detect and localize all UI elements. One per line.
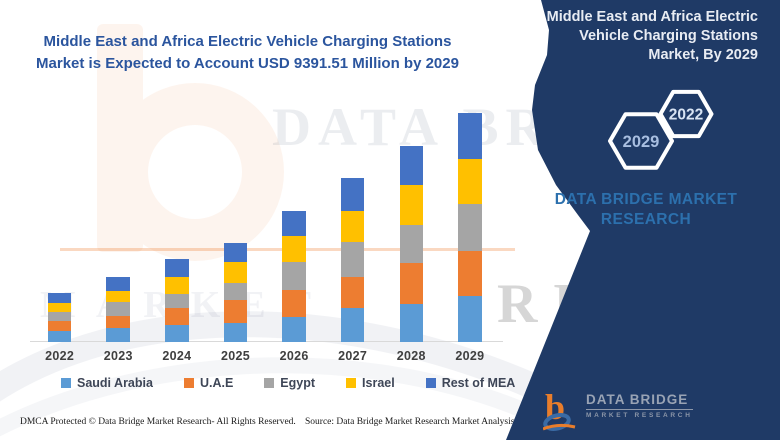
bar-segment-israel-2028 bbox=[399, 185, 424, 225]
bar-2027 bbox=[340, 178, 365, 342]
bar-segment-uae-2028 bbox=[399, 263, 424, 304]
legend-label-egypt: Egypt bbox=[280, 376, 316, 390]
bar-segment-saudi-arabia-2026 bbox=[282, 316, 306, 342]
legend-item-rest-of-mea: Rest of MEA bbox=[425, 376, 516, 390]
chart-title: Middle East and Africa Electric Vehicle … bbox=[5, 31, 490, 75]
dbmr-logo: b DATA BRIDGE MARKET RESEARCH bbox=[543, 388, 693, 432]
chart-title-line1: Middle East and Africa Electric Vehicle … bbox=[43, 33, 452, 50]
bar-segment-egypt-2028 bbox=[399, 224, 424, 264]
chart-title-line2: Market is Expected to Account USD 9391.5… bbox=[36, 55, 459, 72]
legend-swatch-israel bbox=[346, 378, 357, 388]
panel-brand-text: DATA BRIDGE MARKET RESEARCH bbox=[554, 191, 738, 228]
dbmr-logo-name: DATA BRIDGE bbox=[586, 392, 693, 410]
bar-segment-egypt-2023 bbox=[106, 302, 130, 317]
bar-2026 bbox=[282, 211, 306, 342]
legend-label-uae: U.A.E bbox=[199, 376, 234, 390]
bar-segment-israel-2024 bbox=[165, 276, 189, 294]
x-axis-label-2026: 2026 bbox=[279, 349, 309, 363]
bar-2024 bbox=[165, 259, 189, 342]
bar-segment-egypt-2026 bbox=[282, 261, 306, 290]
x-axis-label-2025: 2025 bbox=[220, 349, 250, 363]
bar-segment-saudi-arabia-2028 bbox=[399, 303, 424, 342]
bar-2029 bbox=[458, 112, 482, 342]
bar-segment-egypt-2024 bbox=[165, 293, 189, 308]
hexagon-2022-label: 2022 bbox=[669, 107, 703, 124]
bar-segment-israel-2027 bbox=[340, 211, 365, 243]
x-axis-label-2028: 2028 bbox=[396, 349, 426, 363]
footer-source-text: Source: Data Bridge Market Research Mark… bbox=[305, 417, 561, 427]
hexagon-2022 bbox=[658, 89, 714, 139]
legend-item-saudi-arabia: Saudi Arabia bbox=[61, 376, 153, 390]
bar-segment-saudi-arabia-2023 bbox=[106, 328, 130, 342]
dbmr-logo-text: DATA BRIDGE MARKET RESEARCH bbox=[586, 388, 693, 419]
legend-item-uae: U.A.E bbox=[183, 376, 234, 390]
bar-segment-saudi-arabia-2022 bbox=[47, 330, 72, 342]
bar-segment-rest-of-mea-2029 bbox=[458, 112, 482, 160]
bar-segment-rest-of-mea-2022 bbox=[47, 293, 72, 303]
bar-segment-uae-2027 bbox=[340, 276, 365, 308]
x-axis-line bbox=[30, 341, 503, 342]
bar-2022 bbox=[47, 293, 72, 342]
panel-title-line2: Vehicle Charging Stations bbox=[579, 28, 758, 44]
bar-segment-rest-of-mea-2024 bbox=[165, 259, 189, 277]
bar-segment-rest-of-mea-2026 bbox=[282, 211, 306, 237]
bar-segment-uae-2024 bbox=[165, 307, 189, 325]
dbmr-logo-icon: b bbox=[543, 388, 576, 431]
hexagon-2029 bbox=[608, 112, 674, 170]
legend-label-israel: Israel bbox=[362, 376, 395, 390]
legend-item-israel: Israel bbox=[346, 376, 395, 390]
x-axis-label-2024: 2024 bbox=[162, 349, 192, 363]
bar-segment-uae-2022 bbox=[47, 321, 72, 331]
legend-label-rest-of-mea: Rest of MEA bbox=[441, 376, 516, 390]
bar-2028 bbox=[399, 146, 424, 342]
panel-title-line1: Middle East and Africa Electric bbox=[546, 9, 758, 25]
footer-dmca-text: DMCA Protected © Data Bridge Market Rese… bbox=[20, 417, 296, 427]
bar-segment-israel-2029 bbox=[458, 159, 482, 205]
legend-item-egypt: Egypt bbox=[264, 376, 315, 390]
bar-2025 bbox=[223, 243, 248, 342]
bar-segment-uae-2023 bbox=[106, 316, 130, 329]
bar-segment-saudi-arabia-2024 bbox=[165, 324, 189, 342]
dbmr-logo-subname: MARKET RESEARCH bbox=[586, 412, 693, 419]
bar-segment-uae-2026 bbox=[282, 289, 306, 317]
bar-segment-israel-2026 bbox=[282, 236, 306, 262]
bar-segment-egypt-2025 bbox=[223, 282, 248, 301]
bar-segment-rest-of-mea-2023 bbox=[106, 277, 130, 291]
panel-title: Middle East and Africa Electric Vehicle … bbox=[523, 8, 758, 65]
panel-title-line3: Market, By 2029 bbox=[648, 47, 758, 63]
x-axis-label-2027: 2027 bbox=[338, 349, 368, 363]
legend-swatch-uae bbox=[183, 378, 194, 388]
bar-segment-saudi-arabia-2029 bbox=[458, 295, 482, 342]
bar-segment-israel-2022 bbox=[47, 302, 72, 313]
bar-segment-egypt-2029 bbox=[458, 204, 482, 251]
legend-swatch-saudi-arabia bbox=[61, 378, 71, 388]
x-axis-label-2022: 2022 bbox=[45, 349, 75, 363]
bar-segment-rest-of-mea-2025 bbox=[223, 243, 248, 262]
bar-segment-egypt-2027 bbox=[340, 242, 365, 277]
bar-segment-saudi-arabia-2027 bbox=[340, 307, 365, 342]
bar-segment-uae-2025 bbox=[223, 300, 248, 323]
bar-segment-rest-of-mea-2028 bbox=[399, 146, 424, 186]
bar-2023 bbox=[106, 277, 130, 342]
x-axis-label-2023: 2023 bbox=[103, 349, 133, 363]
bar-segment-uae-2029 bbox=[458, 251, 482, 296]
chart-legend: Saudi Arabia U.A.E Egypt Israel Rest of MEA bbox=[61, 376, 515, 390]
x-axis-labels: 2022 2023 2024 2025 2026 2027 2028 2029 bbox=[0, 349, 780, 365]
year-hexagons: 2029 2022 bbox=[608, 89, 714, 170]
bar-segment-egypt-2022 bbox=[47, 312, 72, 322]
bar-segment-saudi-arabia-2025 bbox=[223, 322, 248, 342]
bar-segment-israel-2023 bbox=[106, 291, 130, 303]
legend-swatch-rest-of-mea bbox=[425, 378, 436, 388]
legend-label-saudi-arabia: Saudi Arabia bbox=[77, 376, 153, 390]
bar-segment-israel-2025 bbox=[223, 262, 248, 283]
bar-segment-rest-of-mea-2027 bbox=[340, 178, 365, 211]
legend-swatch-egypt bbox=[264, 378, 275, 388]
x-axis-label-2029: 2029 bbox=[455, 349, 485, 363]
hexagon-2029-label: 2029 bbox=[623, 133, 660, 151]
